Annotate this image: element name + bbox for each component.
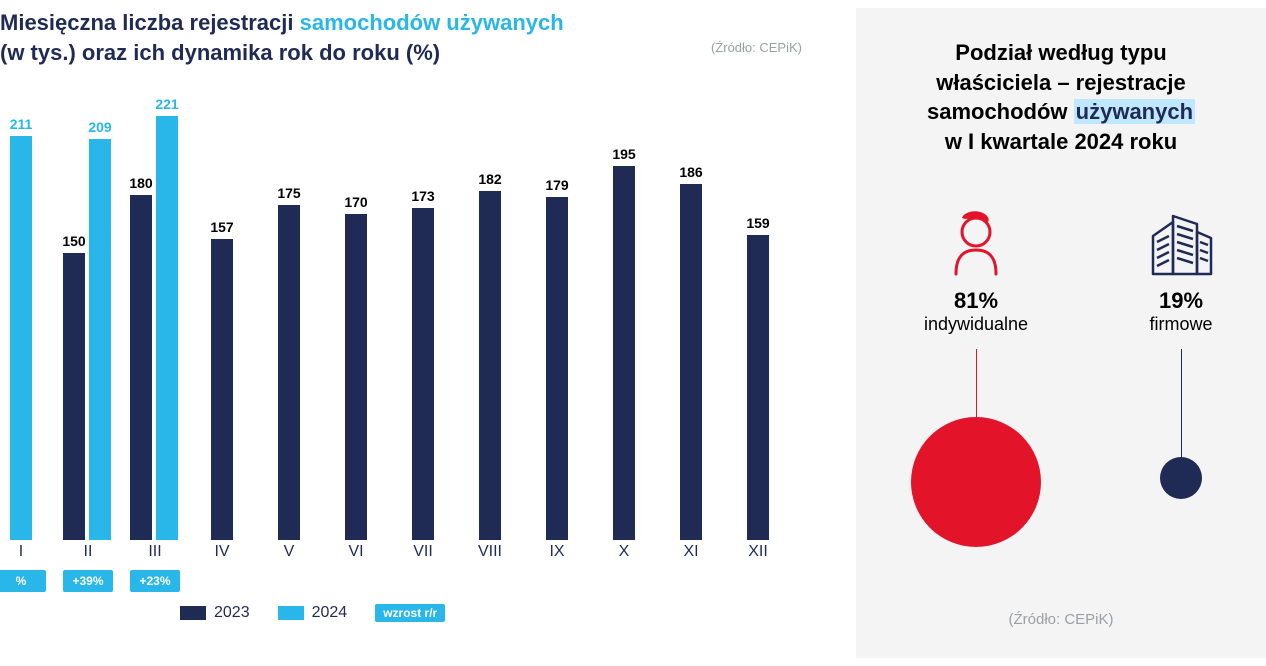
growth-badge: +39% bbox=[63, 570, 113, 592]
bar-label-2024: 211 bbox=[5, 116, 37, 132]
lollipop-circle bbox=[1160, 457, 1202, 499]
bar-2024 bbox=[156, 116, 178, 540]
chart-plot-area: 211 150 209 180 221 157 175 170 173 182 179 195 186 1… bbox=[0, 80, 820, 540]
bar-label-2024: 209 bbox=[84, 119, 116, 135]
bar-label-2023: 170 bbox=[340, 194, 372, 210]
x-axis-label: II bbox=[57, 543, 119, 561]
x-axis-label: VI bbox=[325, 543, 387, 561]
x-axis-label: X bbox=[593, 543, 655, 561]
bar-group: 175 bbox=[258, 80, 320, 540]
bar-2023 bbox=[63, 253, 85, 541]
legend-label-2023: 2023 bbox=[214, 604, 250, 621]
lollipop-circle bbox=[911, 417, 1041, 547]
bar-2023 bbox=[479, 191, 501, 540]
chart-title-line1-prefix: Miesięczna liczba rejestracji bbox=[0, 10, 300, 35]
legend-label-2024: 2024 bbox=[312, 604, 348, 621]
building-icon bbox=[1091, 198, 1266, 278]
bar-label-2023: 182 bbox=[474, 171, 506, 187]
lollipop-stick bbox=[1181, 349, 1182, 459]
chart-title-line1-accent: samochodów używanych bbox=[300, 10, 564, 35]
owner-individual-label: indywidualne bbox=[886, 314, 1066, 335]
bar-2023 bbox=[613, 166, 635, 540]
chart-growth-badges: % +39% +23% bbox=[0, 570, 820, 596]
info-title: Podział według typu właściciela – rejest… bbox=[856, 38, 1266, 157]
legend-item-2023: 2023 bbox=[180, 604, 250, 622]
bar-2023 bbox=[680, 184, 702, 541]
bar-label-2024: 221 bbox=[151, 96, 183, 112]
chart-x-axis: IIIIIIIVVVIVIIVIIIIXXXIXII bbox=[0, 543, 820, 567]
owner-company-graphic bbox=[1091, 349, 1266, 569]
bar-2023 bbox=[278, 205, 300, 540]
used-cars-monthly-chart: Miesięczna liczba rejestracji samochodów… bbox=[0, 0, 820, 666]
person-icon bbox=[886, 198, 1066, 278]
bar-label-2023: 175 bbox=[273, 185, 305, 201]
bar-2023 bbox=[546, 197, 568, 540]
x-axis-label: IV bbox=[191, 543, 253, 561]
chart-legend: 2023 2024 wzrost r/r bbox=[180, 604, 445, 622]
legend-swatch-2024 bbox=[278, 606, 304, 620]
x-axis-label: V bbox=[258, 543, 320, 561]
owner-type-split-panel: Podział według typu właściciela – rejest… bbox=[856, 8, 1266, 658]
x-axis-label: XII bbox=[727, 543, 789, 561]
bar-label-2023: 150 bbox=[58, 233, 90, 249]
bar-group: 150 209 bbox=[57, 80, 119, 540]
growth-badge: % bbox=[0, 570, 46, 592]
info-title-l1: Podział według typu bbox=[955, 40, 1166, 65]
bar-2023 bbox=[130, 195, 152, 540]
bar-2023 bbox=[211, 239, 233, 540]
chart-title: Miesięczna liczba rejestracji samochodów… bbox=[0, 8, 564, 67]
bar-2024 bbox=[89, 139, 111, 540]
bar-2024 bbox=[10, 136, 32, 540]
owner-company-pct: 19% bbox=[1091, 288, 1266, 314]
bar-group: 195 bbox=[593, 80, 655, 540]
info-title-l4: w I kwartale 2024 roku bbox=[945, 129, 1177, 154]
legend-swatch-2023 bbox=[180, 606, 206, 620]
x-axis-label: VII bbox=[392, 543, 454, 561]
bar-label-2023: 186 bbox=[675, 164, 707, 180]
bar-label-2023: 195 bbox=[608, 146, 640, 162]
x-axis-label: IX bbox=[526, 543, 588, 561]
bar-group: 159 bbox=[727, 80, 789, 540]
bar-group: 173 bbox=[392, 80, 454, 540]
x-axis-label: VIII bbox=[459, 543, 521, 561]
owner-individual-graphic bbox=[886, 349, 1066, 569]
chart-source: (Źródło: CEPiK) bbox=[711, 40, 802, 55]
owner-individual-pct: 81% bbox=[886, 288, 1066, 314]
bar-group: 180 221 bbox=[124, 80, 186, 540]
bar-label-2023: 159 bbox=[742, 215, 774, 231]
chart-title-line2: (w tys.) oraz ich dynamika rok do roku (… bbox=[0, 40, 440, 65]
bar-2023 bbox=[345, 214, 367, 540]
x-axis-label: XI bbox=[660, 543, 722, 561]
x-axis-label: III bbox=[124, 543, 186, 561]
owner-company-label: firmowe bbox=[1091, 314, 1266, 335]
bar-2023 bbox=[747, 235, 769, 540]
info-title-l3-prefix: samochodów bbox=[927, 99, 1074, 124]
bar-label-2023: 179 bbox=[541, 177, 573, 193]
growth-badge: +23% bbox=[130, 570, 180, 592]
owner-individual-block: 81% indywidualne bbox=[886, 198, 1066, 569]
bar-group: 186 bbox=[660, 80, 722, 540]
bar-group: 157 bbox=[191, 80, 253, 540]
legend-badge-growth: wzrost r/r bbox=[375, 604, 445, 622]
bar-group: 182 bbox=[459, 80, 521, 540]
bar-group: 170 bbox=[325, 80, 387, 540]
info-title-l3-highlight: używanych bbox=[1074, 99, 1195, 124]
bar-group: 179 bbox=[526, 80, 588, 540]
x-axis-label: I bbox=[0, 543, 52, 561]
bar-group: 211 bbox=[0, 80, 52, 540]
bar-label-2023: 173 bbox=[407, 188, 439, 204]
legend-item-2024: 2024 bbox=[278, 604, 348, 622]
bar-label-2023: 180 bbox=[125, 175, 157, 191]
info-title-l2: właściciela – rejestracje bbox=[936, 70, 1186, 95]
owner-company-block: 19% firmowe bbox=[1091, 198, 1266, 569]
lollipop-stick bbox=[976, 349, 977, 419]
info-source: (Źródło: CEPiK) bbox=[856, 611, 1266, 628]
bar-2023 bbox=[412, 208, 434, 540]
bar-label-2023: 157 bbox=[206, 219, 238, 235]
